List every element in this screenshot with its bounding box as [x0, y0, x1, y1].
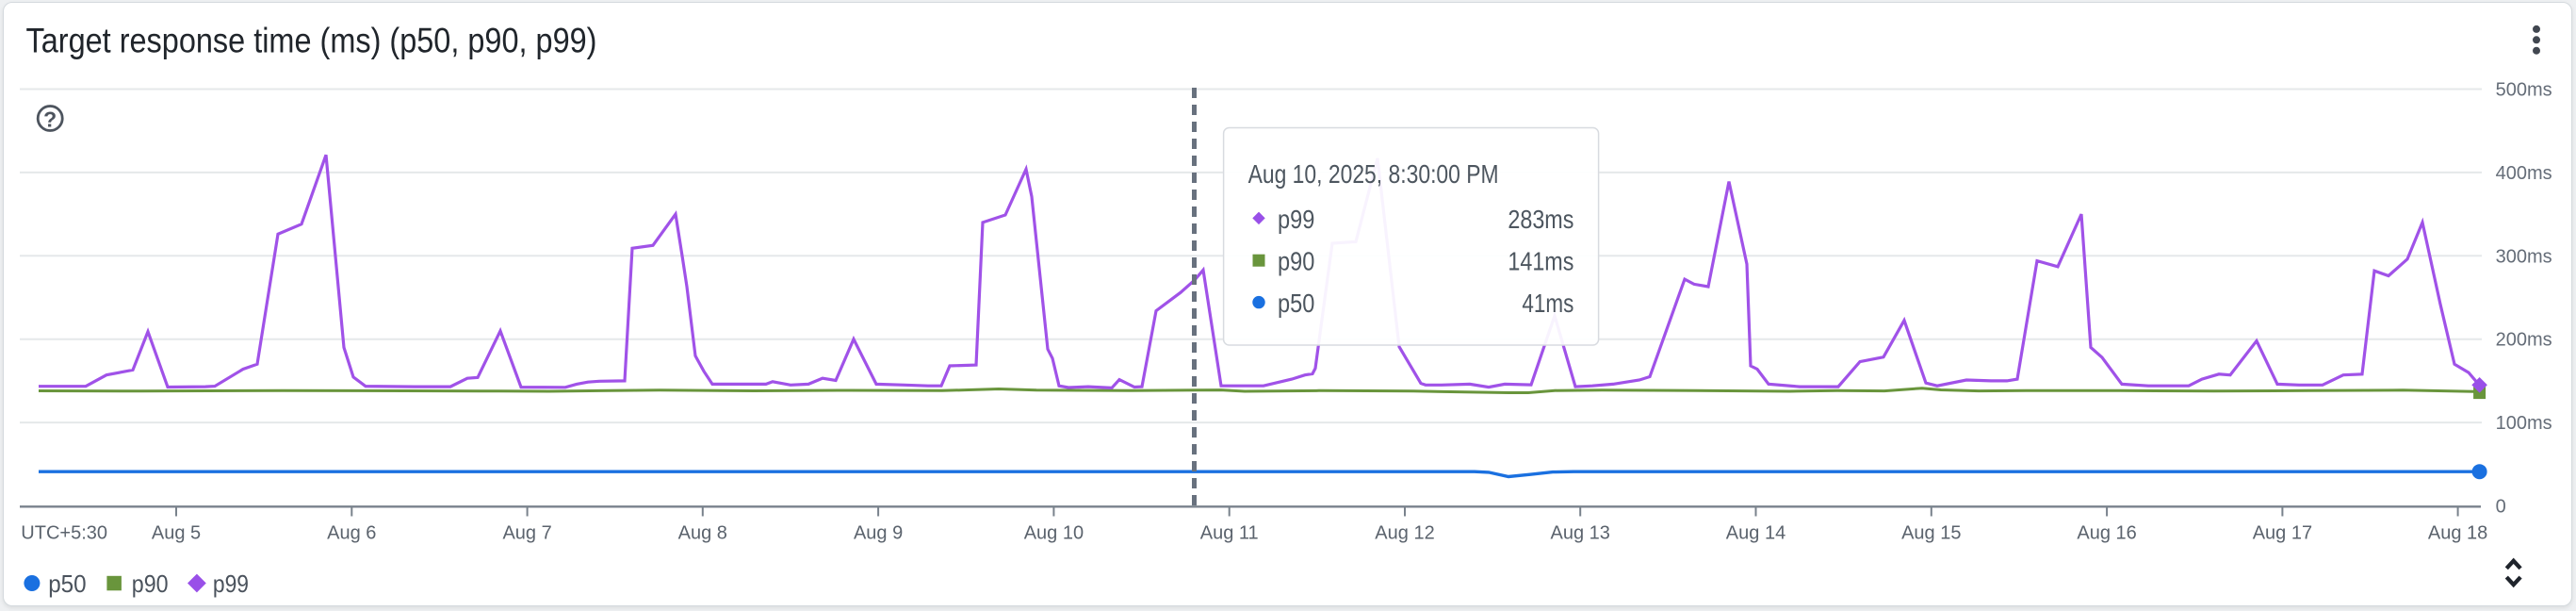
- svg-text:300ms: 300ms: [2496, 246, 2552, 267]
- svg-text:Aug 13: Aug 13: [1551, 523, 1610, 544]
- svg-text:p50: p50: [1278, 289, 1314, 318]
- svg-text:Aug 10, 2025, 8:30:00 PM: Aug 10, 2025, 8:30:00 PM: [1248, 159, 1499, 189]
- svg-text:283ms: 283ms: [1508, 205, 1573, 234]
- svg-text:Target response time (ms) (p50: Target response time (ms) (p50, p90, p99…: [26, 22, 597, 60]
- svg-text:141ms: 141ms: [1508, 247, 1573, 276]
- svg-text:UTC+5:30: UTC+5:30: [21, 523, 107, 544]
- svg-text:Aug 12: Aug 12: [1375, 523, 1434, 544]
- svg-text:Aug 8: Aug 8: [678, 523, 727, 544]
- svg-text:p90: p90: [132, 570, 169, 598]
- svg-text:200ms: 200ms: [2496, 330, 2552, 351]
- svg-text:Aug 5: Aug 5: [152, 523, 201, 544]
- svg-text:Aug 11: Aug 11: [1200, 523, 1259, 544]
- svg-text:400ms: 400ms: [2496, 163, 2552, 184]
- svg-text:Aug 6: Aug 6: [327, 523, 376, 544]
- svg-text:Aug 17: Aug 17: [2253, 523, 2312, 544]
- svg-text:?: ?: [43, 107, 57, 131]
- svg-text:41ms: 41ms: [1522, 289, 1573, 318]
- svg-text:Aug 7: Aug 7: [502, 523, 551, 544]
- svg-text:100ms: 100ms: [2496, 413, 2552, 434]
- svg-text:0: 0: [2496, 497, 2506, 518]
- svg-text:Aug 9: Aug 9: [854, 523, 903, 544]
- svg-text:Aug 15: Aug 15: [1901, 523, 1961, 544]
- svg-text:Aug 16: Aug 16: [2077, 523, 2136, 544]
- svg-text:p90: p90: [1278, 247, 1314, 276]
- svg-text:Aug 10: Aug 10: [1024, 523, 1084, 544]
- svg-text:p50: p50: [48, 570, 86, 598]
- svg-text:Aug 18: Aug 18: [2428, 523, 2487, 544]
- svg-text:p99: p99: [213, 570, 249, 598]
- svg-text:Aug 14: Aug 14: [1726, 523, 1785, 544]
- svg-text:p99: p99: [1278, 205, 1314, 234]
- svg-text:500ms: 500ms: [2496, 80, 2552, 101]
